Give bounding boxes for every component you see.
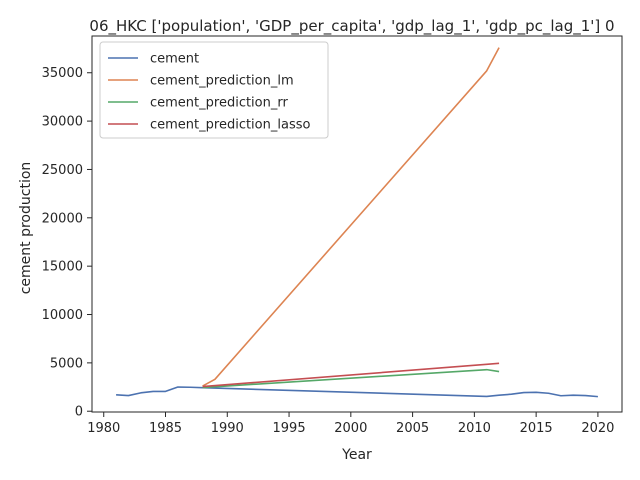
x-tick-label: 1990 <box>211 421 244 436</box>
legend-box <box>99 41 329 139</box>
plot-area <box>116 47 598 398</box>
y-tick-label: 0 <box>75 405 83 420</box>
x-tick-label: 2005 <box>396 421 429 436</box>
series-line-cement <box>116 386 598 398</box>
x-tick-label: 2020 <box>581 421 614 436</box>
x-tick-label: 1995 <box>273 421 306 436</box>
series-line-cement-prediction-lm <box>202 47 500 387</box>
x-axis-label: Year <box>341 447 372 463</box>
legend-label: cement_prediction_rr <box>150 96 288 111</box>
x-tick-label: 2015 <box>520 421 553 436</box>
legend: cement cement_prediction_lm cement_predict… <box>99 41 329 139</box>
legend-label: cement_prediction_lm <box>150 74 294 89</box>
legend-label: cement_prediction_lasso <box>150 118 310 133</box>
x-tick-label: 2000 <box>334 421 367 436</box>
series-line-cement-prediction-rr <box>202 368 500 389</box>
x-tick-label: 1980 <box>87 421 120 436</box>
legend-label: cement <box>150 52 199 67</box>
y-tick-label: 25000 <box>42 163 83 178</box>
y-tick-label: 15000 <box>42 260 83 275</box>
x-tick-label: 2010 <box>458 421 491 436</box>
x-tick-label: 1985 <box>149 421 182 436</box>
chart-title: 06_HKC ['population', 'GDP_per_capita', … <box>89 17 614 36</box>
y-axis: 0 5000 10000 15000 20000 25000 30000 35000 <box>42 66 92 420</box>
x-axis: 1980 1985 1990 1995 2000 2005 2010 2015 2020 <box>87 412 614 436</box>
plot-frame <box>91 35 623 413</box>
y-tick-label: 20000 <box>42 211 83 226</box>
y-tick-label: 10000 <box>42 308 83 323</box>
y-axis-label: cement production <box>18 162 34 295</box>
y-tick-label: 30000 <box>42 115 83 130</box>
series-line-cement-prediction-lasso <box>202 362 500 388</box>
y-tick-label: 35000 <box>42 66 83 81</box>
y-tick-label: 5000 <box>50 356 83 371</box>
